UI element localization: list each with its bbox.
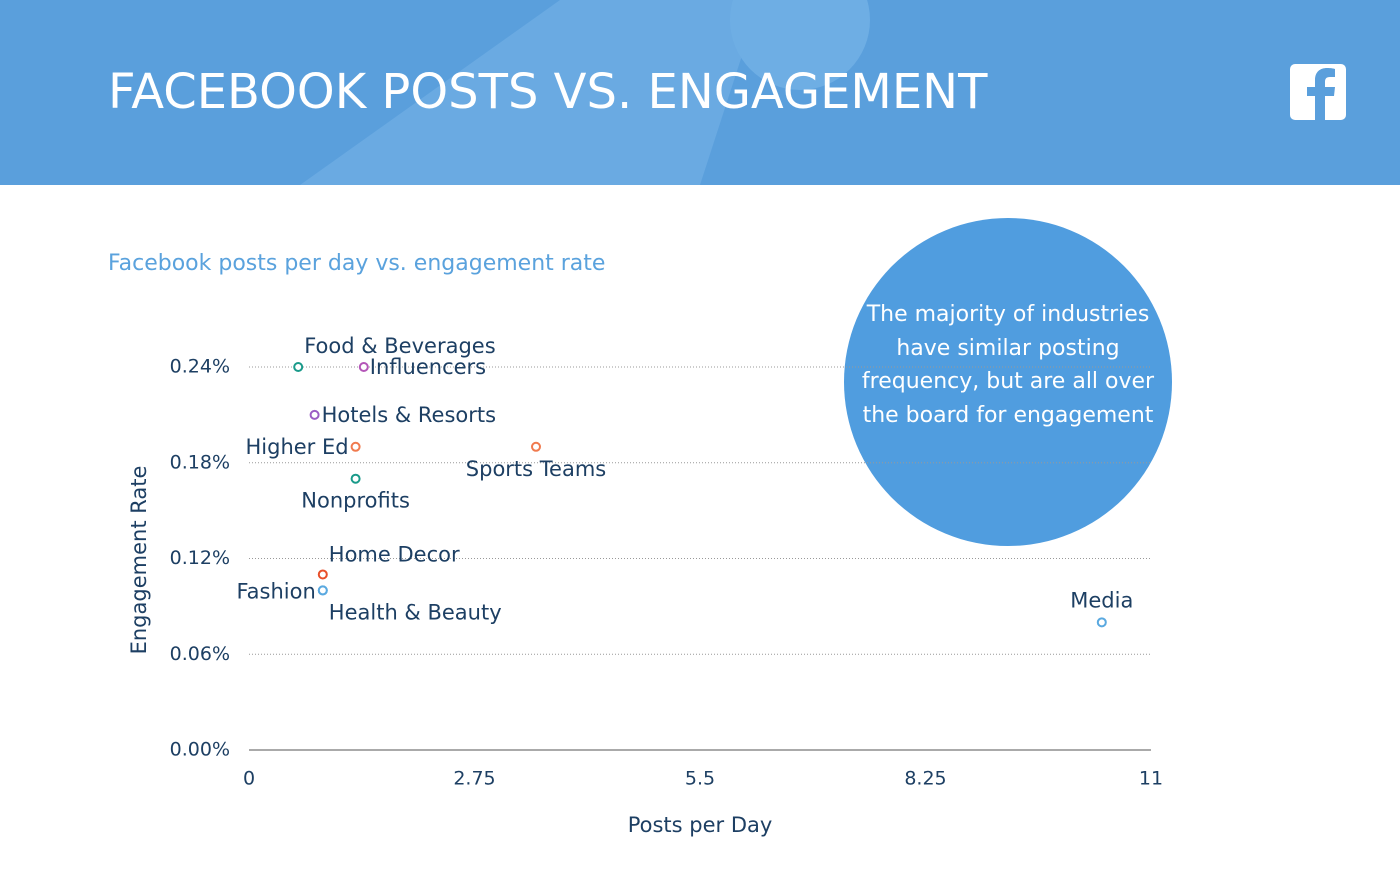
y-tick-label: 0.12% (170, 547, 230, 569)
point (531, 441, 541, 452)
point-label: Influencers (370, 355, 486, 379)
point (350, 441, 361, 452)
y-axis-title: Engagement Rate (127, 466, 151, 655)
y-tick-label: 0.18% (170, 451, 230, 473)
point (350, 473, 361, 484)
header-decor (730, 0, 870, 90)
point-label: Food & Beverages (304, 334, 495, 358)
x-tick-label: 5.5 (685, 768, 715, 790)
chart-title: FACEBOOK POSTS VS. ENGAGEMENT (108, 64, 988, 120)
x-tick-label: 11 (1139, 768, 1163, 790)
x-axis-title: Posts per Day (628, 813, 773, 837)
point-label: Media (1070, 588, 1133, 612)
header-decor (300, 0, 760, 185)
point (317, 569, 328, 580)
x-tick-label: 8.25 (904, 768, 946, 790)
x-tick-label: 2.75 (453, 768, 495, 790)
point-label: Hotels & Resorts (322, 403, 496, 427)
point (317, 585, 328, 596)
chart-subtitle: Facebook posts per day vs. engagement ra… (108, 251, 605, 276)
point (309, 409, 320, 420)
point-label: Fashion (237, 579, 316, 603)
point (358, 362, 369, 372)
point-label: Home Decor (329, 542, 460, 566)
point-label: Higher Ed (246, 435, 349, 459)
callout-text: The majority of industries have similar … (861, 302, 1155, 428)
point-label: Nonprofits (301, 489, 410, 513)
point-label: Health & Beauty (329, 600, 502, 624)
x-tick-label: 0 (243, 768, 255, 790)
y-tick-label: 0.24% (170, 356, 230, 378)
point (293, 362, 304, 372)
y-tick-label: 0.06% (170, 643, 230, 665)
y-tick-label: 0.00% (170, 739, 230, 761)
callout-circle (844, 218, 1172, 546)
point (1096, 617, 1107, 628)
facebook-icon (1290, 64, 1346, 120)
point-label: Sports Teams (466, 457, 606, 481)
